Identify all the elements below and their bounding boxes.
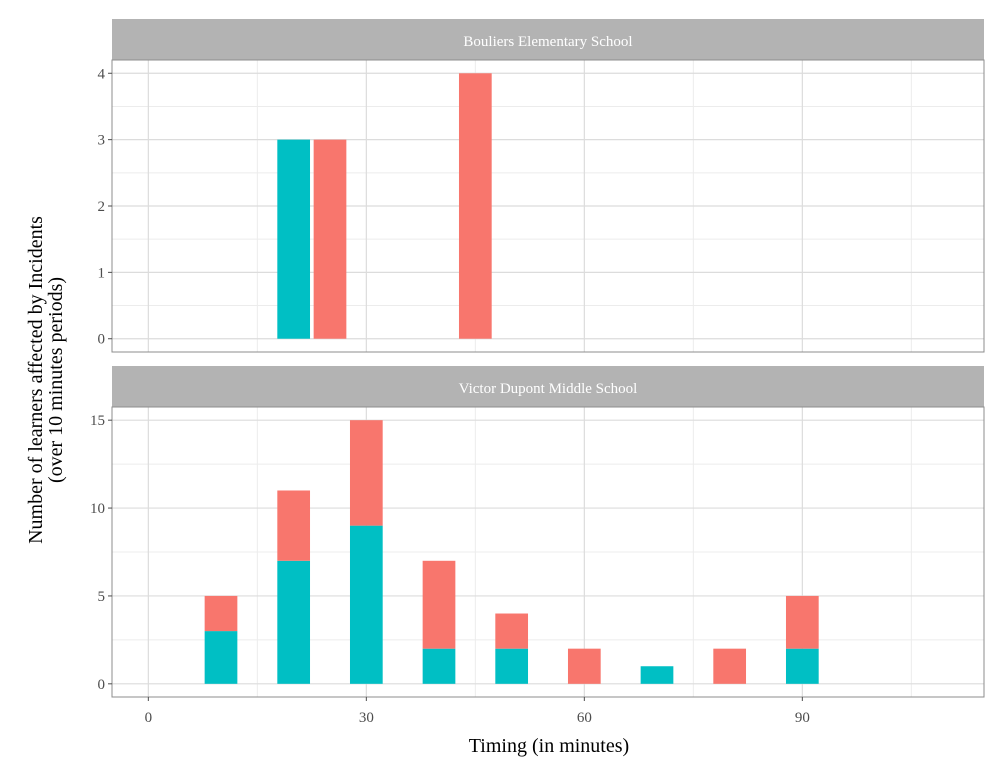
bar-segment-teal: [495, 648, 529, 684]
y-tick-label: 2: [98, 199, 106, 215]
bar-segment-teal: [277, 139, 311, 339]
facet-title: Bouliers Elementary School: [463, 34, 632, 50]
bar-segment-red: [495, 613, 529, 649]
x-axis: 0 30 60 90: [145, 697, 810, 726]
facet-panel: Bouliers Elementary School 0 1 2 3 4: [98, 19, 985, 353]
bar-segment-teal: [204, 631, 238, 684]
bar-segment-red: [349, 420, 383, 526]
y-axis-title: Number of learners affected by Incidents…: [25, 216, 67, 544]
bar-segment-red: [713, 648, 747, 684]
y-tick-label: 0: [98, 332, 106, 348]
bar-segment-teal: [785, 648, 819, 684]
bar-segment-red: [422, 560, 456, 649]
bar-segment-red: [785, 595, 819, 649]
x-tick-label: 0: [145, 710, 153, 726]
x-tick-label: 30: [359, 710, 374, 726]
y-tick-label: 10: [90, 501, 105, 517]
bar-segment-red: [204, 595, 238, 632]
y-axis-title-line-2: (over 10 minutes periods): [45, 277, 67, 483]
y-tick-label: 3: [98, 133, 106, 149]
bar-segment-teal: [422, 648, 456, 684]
x-tick-label: 90: [795, 710, 810, 726]
bar-segment-red: [567, 648, 601, 684]
y-tick-label: 0: [98, 677, 106, 693]
y-tick-label: 1: [98, 265, 106, 281]
y-axis-title-line-1: Number of learners affected by Incidents: [25, 216, 47, 544]
x-tick-label: 60: [577, 710, 592, 726]
y-tick-label: 4: [98, 66, 106, 82]
panels: Bouliers Elementary School 0 1 2 3 4 Victor Du…: [90, 19, 985, 726]
facet-panel: Victor Dupont Middle School 0 5 10 15: [90, 366, 985, 698]
bar-segment-red: [458, 73, 492, 339]
bar-segment-red: [313, 139, 347, 339]
facet-title: Victor Dupont Middle School: [459, 381, 638, 397]
facet-strip: [112, 366, 984, 407]
facet-strip: [112, 19, 984, 60]
panel-border: [111, 406, 985, 698]
y-tick-label: 15: [90, 413, 105, 429]
bar-segment-teal: [349, 525, 383, 684]
bar-segment-teal: [640, 666, 674, 684]
y-tick-label: 5: [98, 589, 106, 605]
bar-segment-red: [277, 490, 311, 561]
x-axis-title: Timing (in minutes): [469, 735, 629, 757]
bar-segment-teal: [277, 560, 311, 684]
